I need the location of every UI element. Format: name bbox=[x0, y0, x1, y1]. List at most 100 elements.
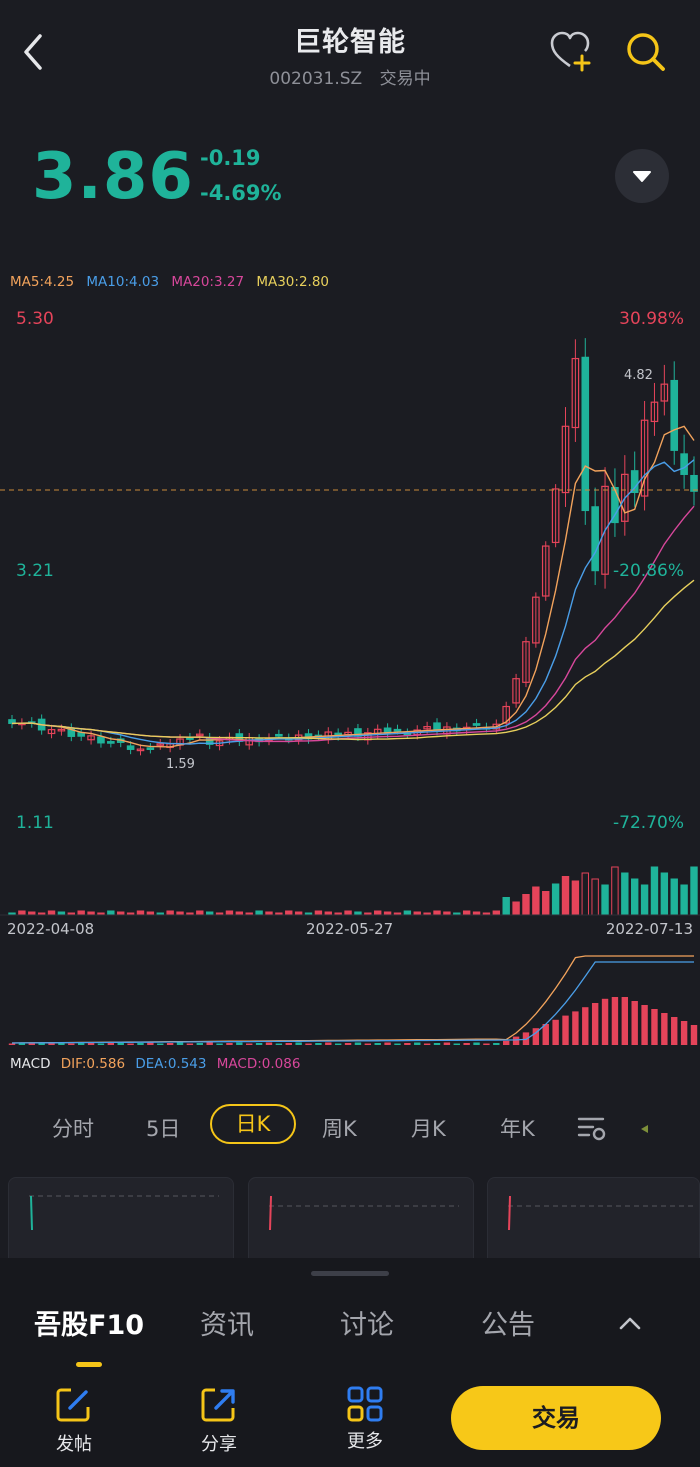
ma10-line bbox=[11, 459, 695, 745]
trade-button[interactable]: 交易 bbox=[451, 1386, 661, 1450]
candle-body bbox=[393, 728, 402, 732]
tab-announcements[interactable]: 公告 bbox=[481, 1310, 535, 1341]
macd-bar bbox=[611, 997, 619, 1045]
volume-bar bbox=[492, 910, 501, 916]
active-tab-indicator bbox=[76, 1362, 102, 1367]
y-axis-high: 5.30 bbox=[16, 309, 54, 329]
post-icon[interactable] bbox=[55, 1386, 93, 1424]
macd-bar bbox=[186, 1043, 194, 1045]
tab-news[interactable]: 资讯 bbox=[200, 1310, 254, 1341]
volume-bar bbox=[403, 910, 412, 916]
volume-bar bbox=[591, 878, 599, 916]
favorite-add-icon[interactable] bbox=[549, 30, 595, 74]
tab-monthly-k[interactable]: 月K bbox=[411, 1117, 446, 1141]
scroll-left-icon[interactable] bbox=[638, 1121, 654, 1135]
macd-bar bbox=[275, 1043, 283, 1045]
expand-quote-button[interactable] bbox=[615, 149, 669, 203]
volume-bar bbox=[650, 866, 659, 916]
chevron-up-icon[interactable] bbox=[618, 1313, 642, 1333]
volume-bar bbox=[225, 910, 234, 916]
candle-body bbox=[621, 473, 629, 522]
macd-bar bbox=[443, 1042, 451, 1045]
dif-line bbox=[11, 955, 694, 1044]
volume-bar bbox=[640, 884, 649, 916]
tab-f10[interactable]: 吾股F10 bbox=[34, 1310, 145, 1341]
x-date-start: 2022-04-08 bbox=[7, 920, 95, 938]
macd-bar bbox=[601, 998, 609, 1045]
macd-bar bbox=[255, 1043, 263, 1045]
low-annotation: 1.59 bbox=[166, 757, 195, 772]
back-icon[interactable] bbox=[18, 32, 48, 72]
macd-bar bbox=[127, 1043, 134, 1045]
macd-bar bbox=[176, 1042, 184, 1045]
tab-5day[interactable]: 5日 bbox=[146, 1117, 181, 1141]
post-label[interactable]: 发帖 bbox=[56, 1434, 92, 1455]
macd-bar bbox=[8, 1043, 16, 1045]
macd-bar bbox=[77, 1043, 85, 1045]
candle-body bbox=[186, 737, 194, 740]
x-date-mid: 2022-05-27 bbox=[306, 920, 394, 938]
candle-body bbox=[650, 401, 659, 423]
candle-body bbox=[512, 678, 520, 704]
tab-yearly-k[interactable]: 年K bbox=[500, 1117, 535, 1141]
grid-more-icon[interactable] bbox=[346, 1385, 384, 1423]
price-change: -0.19 bbox=[200, 146, 261, 170]
candle-body bbox=[87, 735, 95, 741]
macd-bar bbox=[364, 1043, 372, 1045]
volume-bar bbox=[374, 910, 382, 916]
macd-bar bbox=[641, 1005, 648, 1045]
candle-body bbox=[561, 425, 570, 494]
tab-intraday[interactable]: 分时 bbox=[52, 1117, 94, 1141]
share-label[interactable]: 分享 bbox=[201, 1434, 237, 1455]
volume-bar bbox=[532, 886, 540, 916]
kline-chart[interactable] bbox=[0, 300, 700, 920]
macd-bar bbox=[38, 1043, 45, 1045]
sheet-drag-handle[interactable] bbox=[311, 1271, 389, 1276]
macd-bar bbox=[315, 1043, 322, 1045]
related-card-2[interactable] bbox=[248, 1177, 474, 1267]
chart-settings-icon[interactable] bbox=[577, 1113, 607, 1143]
candle-body bbox=[136, 748, 145, 752]
macd-bar bbox=[117, 1042, 124, 1045]
volume-bar bbox=[660, 872, 669, 916]
volume-bar bbox=[77, 910, 85, 916]
volume-bar bbox=[690, 866, 698, 916]
ma30-value: MA30:2.80 bbox=[256, 274, 329, 290]
volume-bar bbox=[512, 901, 520, 916]
candle-body bbox=[107, 741, 115, 744]
macd-chart[interactable] bbox=[0, 950, 700, 1050]
macd-bar bbox=[374, 1043, 381, 1045]
candle-body bbox=[502, 705, 511, 724]
candle-body bbox=[591, 506, 599, 572]
candle-body bbox=[640, 419, 649, 497]
current-price: 3.86 bbox=[32, 140, 194, 214]
macd-bar bbox=[226, 1043, 233, 1045]
macd-bar bbox=[68, 1043, 75, 1045]
high-annotation: 4.82 bbox=[624, 368, 653, 383]
search-icon[interactable] bbox=[624, 30, 668, 74]
volume-bar bbox=[670, 878, 678, 916]
tab-daily-k[interactable]: 日K bbox=[210, 1104, 296, 1144]
volume-bar bbox=[18, 910, 26, 916]
tab-discussion[interactable]: 讨论 bbox=[340, 1310, 394, 1341]
macd-bar bbox=[166, 1043, 174, 1045]
macd-bar bbox=[147, 1042, 154, 1045]
y-axis-mid: 3.21 bbox=[16, 561, 54, 581]
share-icon[interactable] bbox=[200, 1386, 238, 1424]
price-change-percent: -4.69% bbox=[200, 181, 282, 205]
volume-bar bbox=[136, 910, 145, 916]
related-card-3[interactable] bbox=[487, 1177, 700, 1267]
macd-bar bbox=[97, 1043, 105, 1045]
tab-weekly-k[interactable]: 周K bbox=[322, 1117, 357, 1141]
y-axis-low: 1.11 bbox=[16, 813, 54, 833]
moving-average-lines bbox=[11, 425, 695, 748]
volume-bar bbox=[551, 883, 560, 916]
related-card-1[interactable] bbox=[8, 1177, 234, 1267]
candle-body bbox=[97, 736, 105, 744]
dea-line bbox=[11, 961, 694, 1044]
macd-bar bbox=[631, 1001, 638, 1045]
macd-bar bbox=[157, 1043, 164, 1045]
macd-bar bbox=[384, 1042, 391, 1045]
more-label[interactable]: 更多 bbox=[347, 1431, 383, 1452]
ma-legend: MA5:4.25 MA10:4.03 MA20:3.27 MA30:2.80 bbox=[10, 274, 337, 290]
